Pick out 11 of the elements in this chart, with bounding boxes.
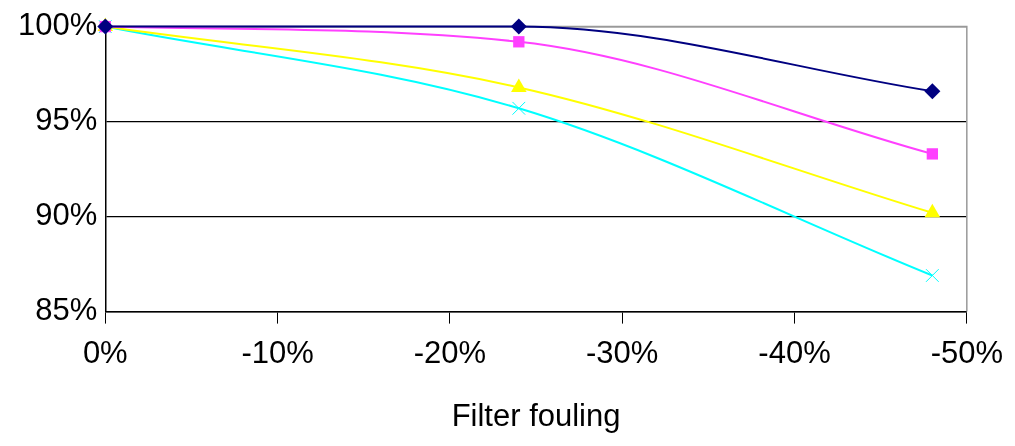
x-tick-label: -10% <box>241 334 314 370</box>
x-tick-label: -20% <box>413 334 487 370</box>
y-tick-label: 95% <box>35 102 98 138</box>
x-axis-title: Filter fouling <box>451 397 621 433</box>
x-tick-label: -40% <box>758 334 831 370</box>
y-tick-label: 100% <box>17 7 98 43</box>
x-tick-label: 0% <box>82 334 128 370</box>
x-tick-label: -30% <box>586 334 659 370</box>
y-tick-label: 85% <box>35 292 98 328</box>
x-tick-label: -50% <box>930 334 1003 370</box>
y-tick-label: 90% <box>35 197 98 233</box>
